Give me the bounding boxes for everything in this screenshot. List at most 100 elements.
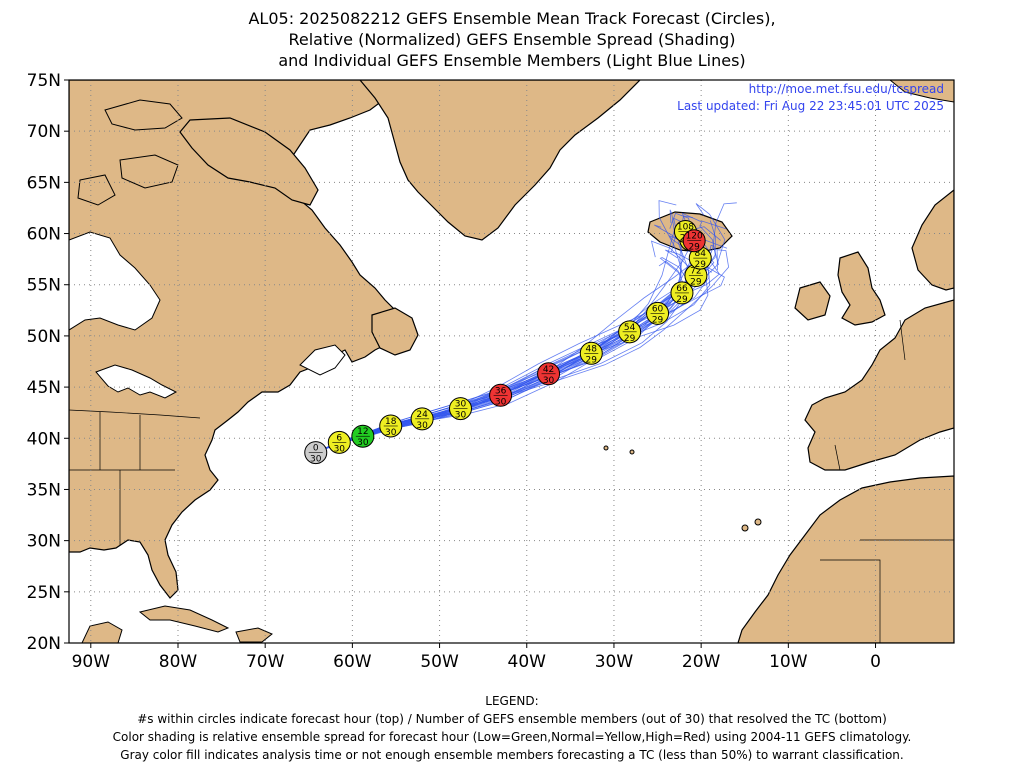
arctic-island-3: [77, 174, 116, 206]
lat-tick-label: 70N: [27, 122, 61, 142]
title-line-2: Relative (Normalized) GEFS Ensemble Spre…: [288, 30, 736, 49]
forecast-hour-label: 6: [336, 433, 342, 443]
lat-tick-label: 50N: [27, 327, 61, 347]
lat-tick-label: 35N: [27, 480, 61, 500]
lon-tick-label: 10W: [769, 652, 808, 672]
legend: LEGEND: #s within circles indicate forec…: [0, 692, 1024, 764]
arctic-island-1: [104, 99, 183, 131]
member-count-label: 30: [385, 428, 397, 438]
lon-tick-label: 50W: [420, 652, 459, 672]
forecast-hour-label: 42: [543, 365, 554, 375]
longitude-labels: 90W 80W 70W 60W 50W 40W 30W 20W 10W 0: [72, 643, 881, 672]
forecast-hour-label: 60: [652, 304, 664, 314]
forecast-hour-label: 120: [686, 232, 703, 242]
land-layer: [69, 80, 954, 643]
azores-island: [629, 449, 635, 455]
newfoundland-land: [371, 307, 419, 356]
legend-heading: LEGEND:: [485, 694, 539, 708]
forecast-hour-label: 66: [676, 284, 688, 294]
lon-tick-label: 20W: [682, 652, 721, 672]
chart-title: AL05: 2025082212 GEFS Ensemble Mean Trac…: [0, 8, 1024, 71]
lat-tick-label: 20N: [27, 634, 61, 654]
last-updated: Last updated: Fri Aug 22 23:45:01 UTC 20…: [677, 99, 944, 113]
lat-tick-label: 55N: [27, 276, 61, 296]
arctic-island-2: [119, 154, 179, 189]
forecast-hour-label: 24: [416, 410, 428, 420]
member-count-label: 29: [624, 334, 636, 344]
canary-island: [754, 518, 762, 526]
svalbard-land: [889, 80, 954, 103]
lat-tick-label: 25N: [27, 583, 61, 603]
canary-island: [741, 524, 749, 532]
lat-tick-label: 65N: [27, 173, 61, 193]
forecast-hour-label: 48: [586, 344, 598, 354]
mean-track-points: 0306301230183024303030363042304829542960…: [304, 219, 712, 465]
lat-tick-label: 40N: [27, 429, 61, 449]
lat-tick-label: 30N: [27, 532, 61, 552]
lon-tick-label: 0: [870, 652, 881, 672]
forecast-hour-label: 108: [677, 222, 694, 232]
ireland-land: [794, 281, 831, 321]
forecast-hour-label: 18: [385, 417, 397, 427]
hispaniola-land: [235, 627, 273, 643]
title-line-3: and Individual GEFS Ensemble Members (Li…: [278, 51, 746, 70]
political-boundaries: [69, 319, 954, 643]
member-count-label: 29: [586, 355, 598, 365]
member-count-label: 30: [416, 421, 428, 431]
forecast-hour-label: 12: [357, 427, 368, 437]
map-frame: [68, 79, 955, 644]
forecast-hour-label: 0: [313, 444, 319, 454]
lon-tick-label: 80W: [159, 652, 198, 672]
member-count-label: 30: [543, 376, 555, 386]
member-count-label: 29: [652, 315, 664, 325]
member-count-label: 30: [357, 438, 369, 448]
member-count-label: 29: [688, 243, 700, 253]
forecast-point: 630: [327, 430, 351, 454]
lat-tick-label: 60N: [27, 225, 61, 245]
forecast-hour-label: 84: [695, 249, 707, 259]
lat-tick-label: 75N: [27, 71, 61, 91]
lon-tick-label: 90W: [72, 652, 111, 672]
member-count-label: 30: [334, 444, 346, 454]
legend-line-2: Color shading is relative ensemble sprea…: [112, 730, 912, 744]
latitude-labels: 75N 70N 65N 60N 55N 50N 45N 40N 35N 30N 25N 20N: [27, 71, 69, 654]
greenland-land: [359, 80, 641, 241]
cuba-land: [138, 605, 230, 633]
credit-url: http://moe.met.fsu.edu/tcspread: [749, 82, 944, 96]
title-line-1: AL05: 2025082212 GEFS Ensemble Mean Trac…: [248, 9, 776, 28]
forecast-hour-label: 54: [624, 323, 636, 333]
member-count-label: 30: [495, 397, 507, 407]
yucatan-land: [81, 621, 123, 643]
member-count-label: 30: [455, 411, 467, 421]
lon-tick-label: 60W: [333, 652, 372, 672]
forecast-point: 030: [304, 441, 328, 465]
great-britain-land: [837, 251, 886, 326]
baffin-island-land: [179, 117, 319, 206]
africa-land: [737, 475, 954, 643]
legend-line-3: Gray color fill indicates analysis time …: [120, 748, 904, 762]
europe-land: [804, 299, 954, 471]
forecast-hour-label: 30: [455, 400, 467, 410]
great-lakes-water: [95, 364, 178, 399]
forecast-hour-label: 36: [495, 386, 507, 396]
member-count-label: 29: [676, 295, 688, 305]
legend-line-1: #s within circles indicate forecast hour…: [137, 712, 887, 726]
lon-tick-label: 70W: [246, 652, 285, 672]
scandinavia-land: [911, 189, 954, 291]
lat-tick-label: 45N: [27, 378, 61, 398]
lon-tick-label: 30W: [595, 652, 634, 672]
member-count-label: 29: [695, 260, 707, 270]
